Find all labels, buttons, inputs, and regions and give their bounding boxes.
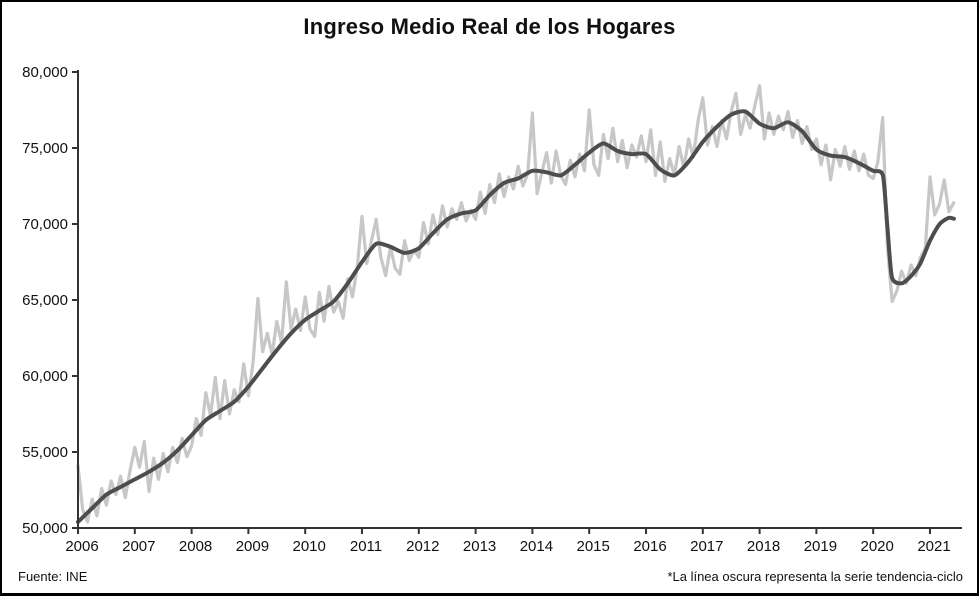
x-tick-label: 2010 (293, 538, 326, 555)
x-tick-label: 2011 (350, 538, 382, 555)
x-tick-label: 2013 (463, 538, 496, 555)
chart-title: Ingreso Medio Real de los Hogares (303, 14, 676, 39)
x-tick-label: 2016 (633, 538, 666, 555)
x-tick-label: 2019 (804, 538, 837, 555)
x-tick-label: 2006 (65, 538, 98, 555)
y-tick-label: 50,000 (22, 520, 68, 537)
y-tick-label: 55,000 (22, 444, 68, 461)
x-tick-label: 2018 (747, 538, 780, 555)
x-tick-label: 2020 (861, 538, 894, 555)
x-tick-label: 2012 (406, 538, 439, 555)
y-tick-label: 80,000 (22, 64, 68, 81)
x-tick-label: 2008 (179, 538, 212, 555)
trend-series-line (76, 109, 956, 524)
x-tick-label: 2015 (577, 538, 610, 555)
y-tick-label: 75,000 (22, 140, 68, 157)
y-tick-label: 60,000 (22, 368, 68, 385)
y-tick-label: 65,000 (22, 292, 68, 309)
y-tick-label: 70,000 (22, 216, 68, 233)
x-tick-label: 2007 (122, 538, 155, 555)
trend-line-footnote: *La línea oscura representa la serie ten… (667, 569, 963, 584)
source-note: Fuente: INE (18, 569, 88, 584)
x-tick-label: 2009 (236, 538, 269, 555)
x-tick-label: 2014 (520, 538, 553, 555)
x-tick-label: 2021 (917, 538, 950, 555)
x-tick-label: 2017 (690, 538, 723, 555)
